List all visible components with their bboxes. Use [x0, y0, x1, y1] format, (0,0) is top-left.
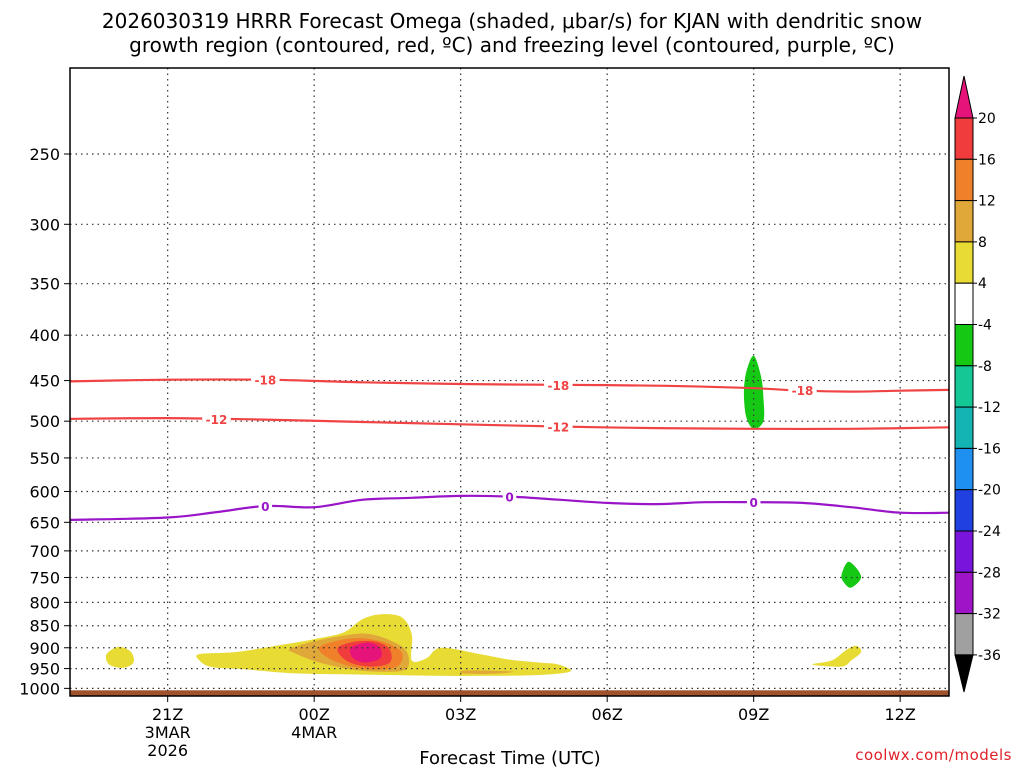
- colorbar-swatch-7: [954, 406, 974, 449]
- colorbar-label--20: -20: [978, 483, 1001, 499]
- freezing-level-label: 0: [261, 500, 269, 514]
- omega-4-8-c: [812, 645, 862, 667]
- colorbar: 20 16 12 8 4 -4 -8 -12 -16 -20 -24 -28 -32 -36: [954, 75, 1001, 693]
- x-tick-sublabel-date: 4MAR: [291, 723, 337, 742]
- colorbar-swatch-12: [954, 613, 974, 656]
- omega-4-8-small: [459, 670, 515, 674]
- freezing-level-label: 0: [505, 491, 513, 505]
- colorbar-label--4: -4: [978, 318, 992, 334]
- grid-layer: [64, 68, 949, 702]
- y-axis-labels: 250 300 350 400 450 500 550 600 650 700 750 800 850 9…: [19, 145, 60, 698]
- colorbar-swatch-1: [954, 158, 974, 202]
- colorbar-label-20: 20: [978, 111, 996, 127]
- x-tick-label-21Z: 21Z: [152, 705, 183, 724]
- dgz-minus18-label-bg: [251, 371, 280, 388]
- y-tick-label-650: 650: [29, 513, 60, 532]
- colorbar-label--12: -12: [978, 400, 1001, 416]
- dgz-minus12-label-bg: [544, 418, 573, 435]
- freezing-level-label-bg: [258, 497, 273, 514]
- colorbar-label-8: 8: [978, 235, 987, 251]
- dgz-minus18-label-bg: [544, 376, 573, 393]
- plot-area: [70, 68, 949, 696]
- y-tick-label-400: 400: [29, 326, 60, 345]
- y-tick-label-900: 900: [29, 639, 60, 658]
- terrain-layer: [70, 690, 949, 696]
- x-tick-label-03Z: 03Z: [445, 705, 476, 724]
- plot-frame: [69, 67, 950, 697]
- chart-title-line2: growth region (contoured, red, ºC) and f…: [129, 33, 895, 57]
- contour-layer: -18 -18 -18 -12 -12 0 0 0: [69, 371, 950, 521]
- colorbar-label--36: -36: [978, 648, 1001, 664]
- colorbar-bottom-triangle: [954, 654, 974, 693]
- dgz-minus18-label: -18: [254, 374, 276, 388]
- colorbar-swatch-0: [954, 117, 974, 160]
- y-tick-label-500: 500: [29, 412, 60, 431]
- colorbar-swatch-8: [954, 447, 974, 491]
- colorbar-swatch-11: [954, 571, 974, 615]
- freezing-level-label-bg: [502, 488, 517, 505]
- y-tick-label-450: 450: [29, 372, 60, 391]
- y-tick-label-850: 850: [29, 617, 60, 636]
- colorbar-label--28: -28: [978, 565, 1001, 581]
- colorbar-label-16: 16: [978, 152, 996, 168]
- credit-text: coolwx.com/models: [855, 746, 1012, 764]
- x-tick-sublabel-date: 3MAR: [145, 723, 191, 742]
- colorbar-label--32: -32: [978, 607, 1001, 623]
- y-tick-label-950: 950: [29, 660, 60, 679]
- ground-below-surface: [70, 690, 949, 696]
- colorbar-swatch-6: [954, 365, 974, 408]
- y-tick-label-250: 250: [29, 145, 60, 164]
- omega-neg4-neg8-a: [743, 355, 765, 429]
- x-tick-label-12Z: 12Z: [885, 705, 916, 724]
- y-tick-label-750: 750: [29, 568, 60, 587]
- colorbar-swatch-3: [954, 241, 974, 284]
- colorbar-swatch-5: [954, 324, 974, 367]
- colorbar-top-triangle: [954, 75, 974, 119]
- dgz-minus12-label: -12: [547, 421, 569, 435]
- colorbar-label--16: -16: [978, 441, 1001, 457]
- y-tick-label-300: 300: [29, 215, 60, 234]
- freezing-level-line: [69, 494, 950, 521]
- colorbar-label--8: -8: [978, 359, 992, 375]
- y-tick-label-1000: 1000: [19, 679, 60, 698]
- chart-title-line1: 2026030319 HRRR Forecast Omega (shaded, …: [102, 9, 922, 33]
- colorbar-label--24: -24: [978, 524, 1001, 540]
- dgz-minus12-label: -12: [206, 413, 228, 427]
- omega-4-8-b: [105, 646, 134, 668]
- colorbar-swatch-10: [954, 530, 974, 573]
- x-tick-label-09Z: 09Z: [738, 705, 769, 724]
- omega-neg4-neg8-b: [841, 561, 862, 588]
- y-tick-label-350: 350: [29, 275, 60, 294]
- colorbar-swatch-4: [954, 282, 974, 326]
- colorbar-swatch-9: [954, 489, 974, 532]
- freezing-level-label-bg: [746, 494, 761, 511]
- x-axis-title: Forecast Time (UTC): [419, 748, 600, 768]
- freezing-level-label: 0: [749, 496, 757, 510]
- dgz-minus18-label: -18: [547, 379, 569, 393]
- y-tick-label-700: 700: [29, 542, 60, 561]
- x-tick-label-00Z: 00Z: [299, 705, 330, 724]
- dgz-minus12-label-bg: [202, 410, 231, 427]
- colorbar-swatch-2: [954, 200, 974, 243]
- y-tick-label-550: 550: [29, 449, 60, 468]
- y-tick-label-800: 800: [29, 593, 60, 612]
- x-tick-label-06Z: 06Z: [592, 705, 623, 724]
- y-tick-label-600: 600: [29, 482, 60, 501]
- x-tick-sublabel-year: 2026: [147, 741, 188, 760]
- colorbar-label-12: 12: [978, 194, 996, 210]
- dgz-minus18-label: -18: [792, 384, 814, 398]
- dgz-minus18-label-bg: [788, 381, 817, 398]
- colorbar-label-4: 4: [978, 276, 987, 292]
